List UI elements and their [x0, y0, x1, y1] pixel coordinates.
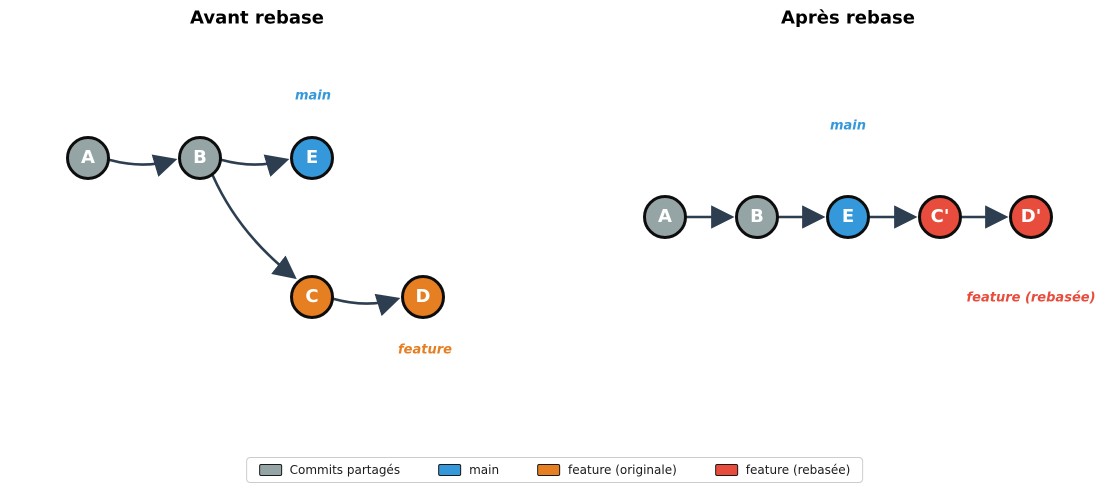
legend-label: feature (originale)	[568, 463, 677, 477]
legend-item-feature-rebased: feature (rebasée)	[714, 463, 851, 477]
legend-item-feature-original: feature (originale)	[537, 463, 677, 477]
edge-c-d	[332, 293, 401, 317]
left-feature-branch-label: feature	[398, 342, 452, 358]
feature-rebased-swatch-icon	[714, 464, 738, 476]
left-main-branch-label: main	[294, 88, 332, 104]
shared-commits-swatch-icon	[258, 464, 282, 476]
commit-node-right-D-prime: D'	[1009, 195, 1053, 239]
commit-node-left-B: B	[178, 136, 222, 180]
legend-item-main: main	[438, 463, 499, 477]
main-branch-swatch-icon	[438, 464, 462, 476]
legend-label: feature (rebasée)	[745, 463, 851, 477]
legend-label: main	[469, 463, 500, 477]
feature-original-swatch-icon	[537, 464, 561, 476]
legend: Commits partagés main feature (originale…	[245, 457, 864, 483]
commit-node-right-E: E	[826, 195, 870, 239]
right-main-branch-label: main	[829, 118, 867, 134]
commit-node-left-E: E	[290, 136, 334, 180]
commit-node-left-C: C	[290, 275, 334, 319]
left-panel-title: Avant rebase	[190, 7, 324, 29]
commit-node-left-D: D	[401, 275, 445, 319]
edge-b-e	[220, 154, 290, 177]
right-feature-branch-label: feature (rebasée)	[966, 290, 1096, 306]
legend-label: Commits partagés	[289, 463, 401, 477]
commit-node-right-C-prime: C'	[918, 195, 962, 239]
right-panel-title: Après rebase	[781, 7, 915, 29]
edge-b-c	[211, 174, 297, 280]
commit-node-right-A: A	[643, 195, 687, 239]
commit-node-right-B: B	[735, 195, 779, 239]
commit-node-left-A: A	[66, 136, 110, 180]
edge-a-b	[108, 154, 178, 177]
legend-item-shared-commits: Commits partagés	[258, 463, 401, 477]
